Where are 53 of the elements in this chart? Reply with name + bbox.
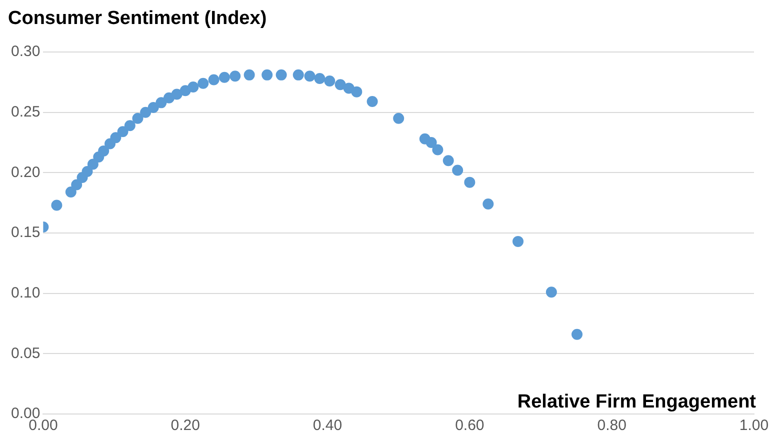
x-tick-label: 0.80 — [597, 417, 626, 434]
point — [230, 70, 241, 82]
point — [156, 97, 167, 108]
point — [51, 200, 62, 211]
point — [132, 112, 144, 124]
point — [171, 88, 182, 100]
point — [572, 328, 583, 340]
point — [432, 144, 444, 156]
point — [314, 73, 326, 84]
point — [292, 69, 304, 80]
point — [546, 286, 557, 298]
point — [324, 75, 336, 86]
point — [71, 179, 82, 190]
point — [426, 137, 437, 148]
point — [366, 96, 378, 107]
point — [218, 72, 230, 83]
point — [164, 92, 175, 104]
point — [304, 70, 316, 82]
y-tick-label: 0.05 — [10, 344, 40, 362]
y-tick-label: 0.30 — [10, 43, 40, 60]
chart-title: Consumer Sentiment (Index) — [8, 8, 267, 30]
point — [208, 74, 220, 86]
point — [110, 132, 122, 144]
x-tick-label: 0.40 — [312, 417, 342, 434]
point — [351, 86, 362, 98]
point — [124, 120, 136, 132]
point — [276, 69, 287, 80]
point — [334, 79, 346, 90]
point — [148, 102, 159, 114]
point — [65, 186, 76, 198]
point — [244, 69, 255, 80]
point — [188, 81, 199, 92]
x-axis-title: Relative Firm Engagement — [517, 392, 757, 413]
point — [198, 78, 209, 89]
y-tick-label: 0.10 — [10, 284, 40, 302]
point — [442, 155, 454, 166]
point — [87, 158, 98, 170]
point — [512, 236, 524, 247]
point — [82, 166, 93, 177]
point — [464, 176, 476, 188]
point — [98, 145, 110, 156]
x-tick-label: 1.00 — [739, 417, 769, 434]
y-tick-label: 0.25 — [10, 103, 40, 120]
point — [140, 106, 152, 118]
x-tick-label: 0.20 — [170, 417, 200, 434]
point — [117, 126, 128, 138]
point — [393, 112, 404, 124]
y-tick-label: 0.20 — [10, 164, 40, 181]
y-tick-label: 0.15 — [10, 224, 40, 242]
x-tick-label: 0.60 — [455, 417, 484, 434]
point — [452, 164, 464, 176]
point — [482, 198, 494, 210]
point — [262, 69, 273, 80]
